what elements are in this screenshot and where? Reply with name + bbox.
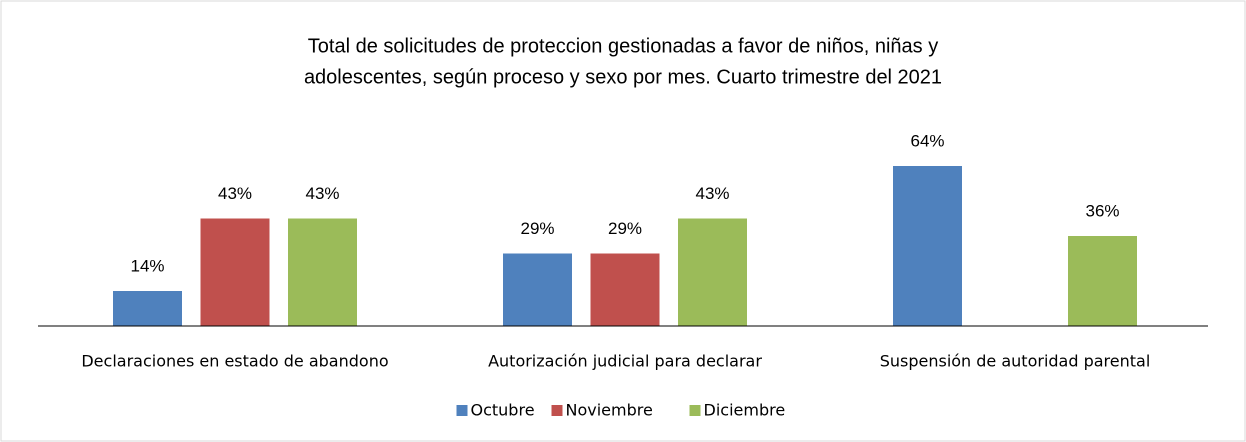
bar [503,253,572,326]
legend-swatch [689,405,701,416]
bar [288,218,357,326]
legend-label: Octubre [471,401,535,420]
bar [893,166,962,326]
value-label: 29% [608,219,642,238]
legend-label: Diciembre [704,401,786,420]
value-label: 29% [520,219,554,238]
value-label: 36% [1085,201,1119,220]
x-tick-label: Declaraciones en estado de abandono [81,352,388,371]
bar [678,218,747,326]
chart-title: adolescentes, según proceso y sexo por m… [304,66,942,88]
bar [200,218,270,326]
x-tick-label: Suspensión de autoridad parental [880,352,1151,371]
value-label: 43% [305,184,339,203]
value-label: 43% [695,184,729,203]
value-label: 43% [218,184,252,203]
bar [590,253,660,326]
bar [1068,236,1137,326]
bar [113,291,182,326]
legend-label: Noviembre [566,401,653,420]
value-label: 64% [910,131,944,150]
value-label: 14% [130,256,164,275]
x-tick-label: Autorización judicial para declarar [488,352,762,371]
legend-swatch [551,405,563,416]
legend-swatch [456,405,468,416]
chart-title: Total de solicitudes de proteccion gesti… [308,35,938,57]
